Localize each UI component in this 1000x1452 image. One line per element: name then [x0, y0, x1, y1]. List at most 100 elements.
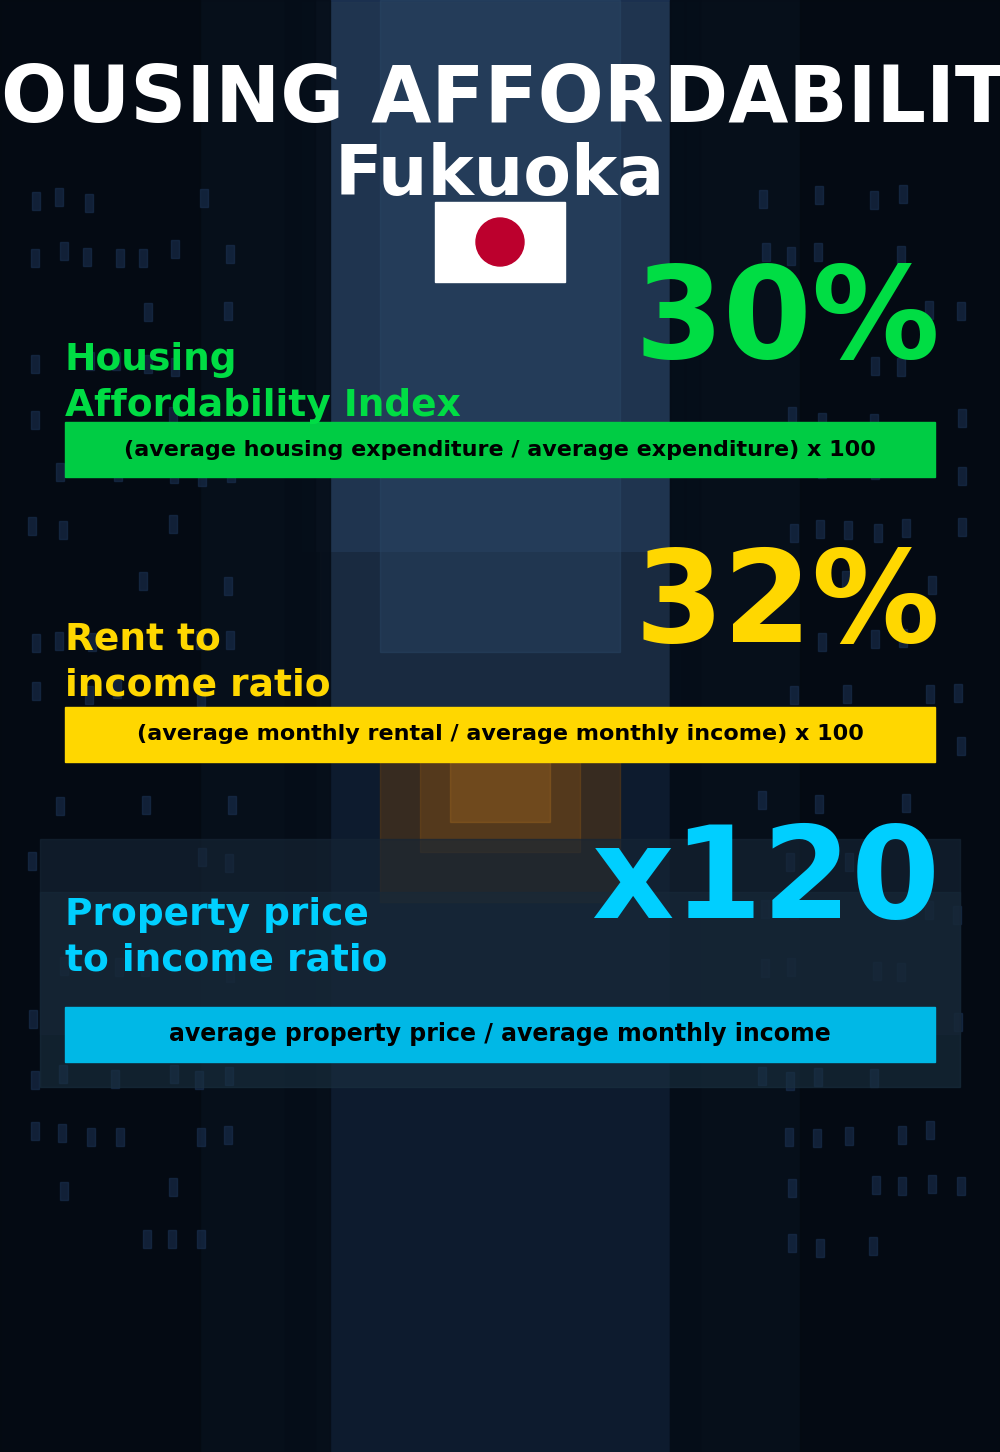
Bar — [787, 248, 795, 266]
Bar — [223, 521, 231, 539]
Bar — [196, 408, 204, 425]
Bar — [198, 848, 206, 865]
Bar — [762, 579, 770, 597]
Bar — [58, 1119, 66, 1138]
Bar — [0, 0, 200, 1452]
Bar — [226, 632, 234, 650]
Bar — [926, 193, 934, 211]
Bar — [172, 1178, 180, 1196]
Bar — [200, 1128, 208, 1146]
Bar — [65, 707, 935, 762]
Bar — [285, 0, 300, 1452]
Bar — [116, 1119, 124, 1138]
Bar — [873, 351, 881, 370]
Bar — [685, 0, 700, 1452]
Bar — [762, 794, 770, 812]
Bar — [901, 902, 909, 921]
Text: HOUSING AFFORDABILITY: HOUSING AFFORDABILITY — [0, 62, 1000, 138]
Text: Fukuoka: Fukuoka — [335, 142, 665, 209]
Bar — [29, 301, 37, 319]
Bar — [760, 1231, 768, 1249]
Bar — [450, 742, 550, 822]
Bar — [800, 0, 1000, 1452]
Bar — [320, 1, 680, 752]
Bar — [141, 1180, 149, 1198]
Bar — [28, 1066, 36, 1085]
Bar — [757, 412, 765, 431]
Bar — [927, 624, 935, 643]
Bar — [58, 356, 66, 375]
Bar — [380, 0, 620, 652]
Bar — [380, 722, 620, 902]
Bar — [139, 1239, 147, 1256]
Bar — [55, 1013, 63, 1032]
Bar — [953, 1070, 961, 1088]
Bar — [40, 892, 960, 1088]
Bar — [223, 1127, 231, 1146]
Bar — [227, 460, 235, 479]
Bar — [787, 632, 795, 649]
Bar — [901, 852, 909, 870]
Bar — [87, 854, 95, 873]
Bar — [30, 408, 38, 425]
Bar — [787, 682, 795, 701]
Bar — [65, 1008, 935, 1061]
Bar — [88, 405, 96, 423]
Bar — [816, 460, 824, 479]
Bar — [760, 685, 768, 704]
Bar — [817, 296, 825, 314]
Bar — [760, 908, 768, 926]
Bar — [59, 1183, 67, 1202]
Bar — [818, 189, 826, 208]
Bar — [40, 839, 960, 1034]
Bar — [55, 572, 63, 590]
Bar — [898, 681, 906, 698]
Bar — [761, 351, 769, 370]
Text: 32%: 32% — [634, 544, 940, 669]
Bar — [141, 958, 149, 977]
Bar — [197, 572, 205, 590]
Bar — [60, 411, 68, 428]
Bar — [818, 1178, 826, 1196]
Bar — [172, 908, 180, 925]
Bar — [113, 405, 121, 423]
Bar — [197, 1183, 205, 1201]
Bar — [670, 0, 685, 1452]
Bar — [143, 633, 151, 650]
Bar — [899, 1013, 907, 1031]
Bar — [57, 518, 65, 536]
Circle shape — [476, 218, 524, 266]
Bar — [670, 0, 1000, 1452]
Bar — [841, 741, 849, 759]
Bar — [869, 849, 877, 868]
Bar — [927, 902, 935, 921]
Bar — [813, 515, 821, 534]
Bar — [843, 301, 851, 318]
Bar — [168, 682, 176, 700]
Bar — [955, 958, 963, 977]
Bar — [112, 242, 120, 261]
Bar — [223, 1236, 231, 1253]
Bar — [198, 743, 206, 762]
Bar — [760, 463, 768, 481]
Bar — [869, 1231, 877, 1250]
Bar — [814, 242, 822, 260]
Bar — [88, 1018, 96, 1035]
Bar — [59, 626, 67, 645]
Text: (average housing expenditure / average expenditure) x 100: (average housing expenditure / average e… — [124, 440, 876, 459]
Bar — [420, 732, 580, 852]
Bar — [65, 423, 935, 478]
Bar — [874, 900, 882, 918]
Bar — [899, 1064, 907, 1083]
Bar — [111, 958, 119, 977]
Bar — [88, 303, 96, 321]
Bar — [171, 957, 179, 974]
Text: 30%: 30% — [634, 260, 940, 385]
Bar — [955, 738, 963, 756]
Bar — [300, 0, 315, 1452]
Bar — [85, 245, 93, 264]
Bar — [925, 955, 933, 974]
Bar — [841, 515, 849, 534]
Bar — [30, 688, 38, 706]
Bar — [817, 1064, 825, 1083]
